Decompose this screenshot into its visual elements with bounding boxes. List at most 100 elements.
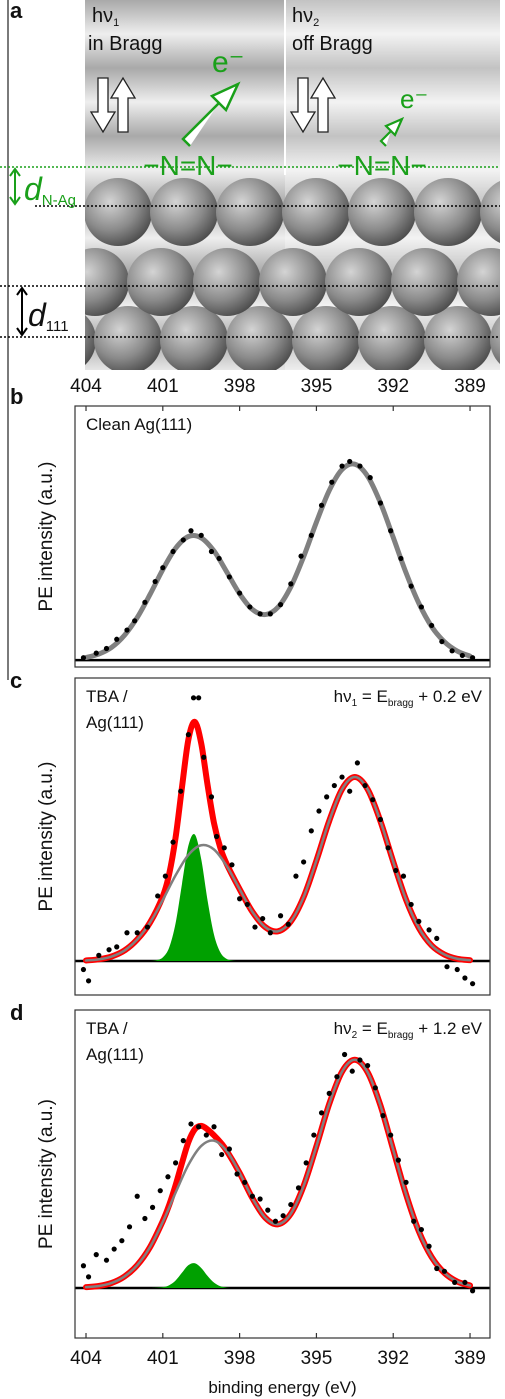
label-part: = E (357, 1019, 388, 1038)
spectrum-panel: dPE intensity (a.u.)TBA /Ag(111)hν2 = Eb… (10, 1000, 491, 1397)
data-point (385, 845, 391, 851)
data-point (334, 1074, 340, 1080)
data-point (429, 622, 435, 629)
photon-label: hν1 (92, 5, 119, 29)
data-point (400, 873, 407, 879)
data-point (303, 1160, 309, 1166)
data-point (221, 845, 227, 851)
data-point (377, 816, 384, 823)
beam-condition: off Bragg (292, 33, 373, 55)
data-point (318, 1110, 325, 1116)
data-point (80, 1263, 87, 1269)
fit-line (83, 461, 473, 661)
data-point (298, 553, 304, 559)
x-tick-label: 392 (377, 1348, 409, 1369)
atom (150, 178, 218, 246)
data-point (124, 627, 130, 633)
label-part: = E (357, 687, 388, 706)
atom (325, 248, 393, 316)
atom (127, 248, 195, 316)
data-point (441, 1268, 448, 1274)
data-point (237, 896, 243, 902)
plot-area (75, 458, 490, 662)
panel-label: a (10, 0, 23, 23)
data-point (469, 655, 476, 661)
data-point (331, 782, 337, 789)
electron-label: e⁻ (212, 46, 245, 79)
data-point (388, 1132, 394, 1138)
spectrum-panel: b PE intensity (a.u.) Clean Ag(111) 404 401 3… (10, 376, 491, 668)
data-point (257, 611, 263, 617)
sample-label: Clean Ag(111) (86, 415, 192, 434)
data-point (462, 1279, 468, 1286)
data-point (106, 947, 112, 953)
atom (226, 306, 294, 370)
data-point (142, 599, 148, 605)
atom (85, 248, 129, 316)
atom (193, 248, 261, 316)
data-point (126, 1224, 133, 1230)
data-point (418, 604, 424, 610)
symbol: d (28, 297, 47, 333)
data-point (196, 695, 202, 701)
data-point (208, 548, 215, 555)
data-point (293, 873, 299, 879)
atom (414, 178, 482, 246)
data-point (426, 1243, 432, 1249)
data-point (80, 966, 87, 973)
data-point (362, 782, 368, 789)
spectra: b PE intensity (a.u.) Clean Ag(111) 404 401 3… (10, 376, 491, 1397)
data-point (280, 1213, 286, 1219)
photon-energy-label: hν2 = Ebragg + 1.2 eV (334, 1019, 483, 1041)
silver-atoms (85, 178, 500, 370)
distance-label: dN-Ag (24, 171, 76, 209)
sample-label: TBA / (86, 687, 128, 706)
atom (480, 181, 500, 243)
data-point (170, 839, 176, 845)
symbol: d (24, 171, 43, 207)
crystal-background (85, 0, 500, 370)
data-point (157, 1188, 163, 1194)
data-point (434, 935, 440, 941)
plot-frame (74, 405, 491, 668)
data-point (257, 1196, 263, 1202)
data-point (152, 578, 158, 585)
photon-label: hν2 (292, 5, 319, 29)
data-point (469, 981, 476, 987)
data-point (267, 930, 273, 936)
photoelectron-arrow (181, 81, 241, 147)
azo-group: −N=N− (337, 150, 427, 181)
structure-diagram: a hν1 in Bragg hν2 off Bragg e⁻ e⁻ −N=N−… (0, 0, 500, 680)
plot-frame (74, 677, 491, 996)
x-tick-label: 404 (70, 1348, 102, 1369)
plot-area (75, 695, 490, 987)
data-point (439, 638, 445, 645)
component-area (150, 1263, 240, 1288)
data-point (357, 1057, 363, 1063)
data-point (449, 648, 455, 654)
atom (259, 248, 327, 316)
atom (282, 178, 350, 246)
data-point (367, 475, 373, 481)
fit-line (84, 775, 472, 962)
plot-area (75, 1051, 490, 1294)
data-point (418, 1226, 424, 1233)
data-point (347, 788, 353, 794)
data-point (252, 924, 258, 930)
up-arrow (109, 76, 137, 133)
data-point (173, 1160, 179, 1166)
distance-arrow (16, 286, 28, 337)
subscript: bragg (388, 698, 414, 709)
data-point (416, 918, 422, 925)
data-point (149, 1204, 156, 1210)
y-axis-label: PE intensity (a.u.) (36, 1099, 57, 1249)
up-arrow (309, 76, 337, 133)
x-axis-label: binding energy (eV) (208, 1378, 356, 1397)
data-point (244, 901, 250, 908)
data-point (198, 532, 204, 538)
data-point (339, 463, 345, 469)
data-point (85, 978, 92, 984)
data-point (213, 833, 220, 840)
subscript: bragg (388, 1030, 414, 1041)
